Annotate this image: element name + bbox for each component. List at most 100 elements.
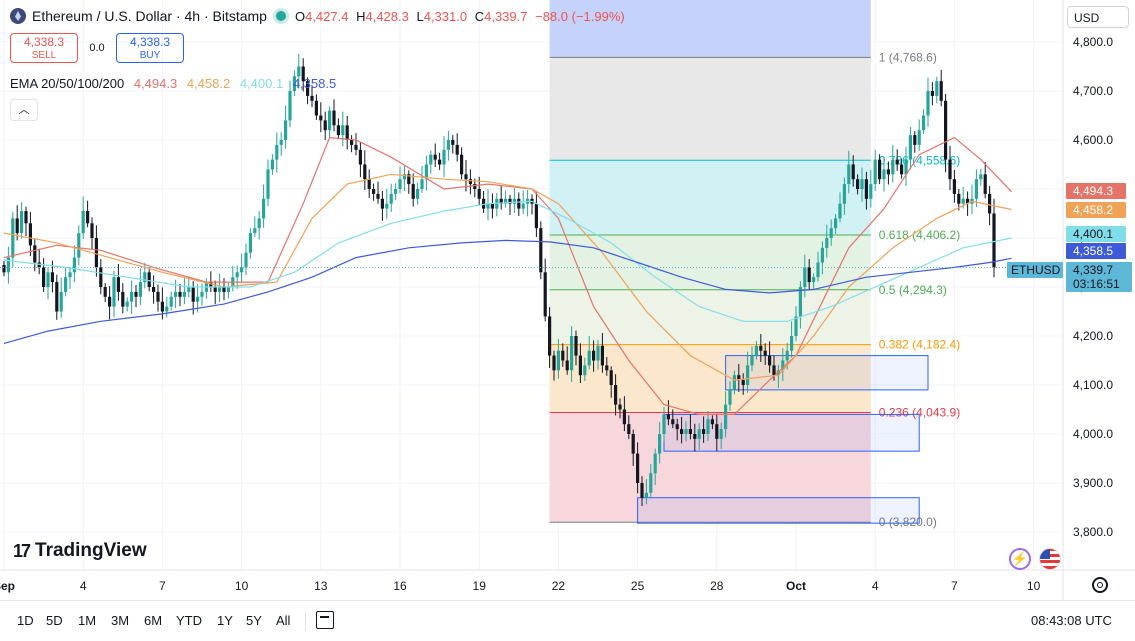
candle-body — [37, 262, 41, 268]
candle-body — [20, 211, 24, 234]
candle-body — [856, 179, 860, 189]
candle-body — [944, 100, 948, 160]
fib-zone — [549, 289, 871, 345]
candle-body — [640, 483, 644, 498]
time-tick-label: 28 — [710, 579, 724, 593]
time-tick-label: 10 — [1027, 579, 1041, 593]
candle-body — [385, 203, 389, 209]
ethereum-logo-icon — [10, 8, 26, 24]
fib-level-label: 0.5 (4,294.3) — [879, 283, 947, 297]
range-button-1m[interactable]: 1M — [78, 613, 97, 628]
price-change: −88.0 (−1.99%) — [535, 8, 625, 24]
range-button-5y[interactable]: 5Y — [246, 613, 262, 628]
trade-panel: 4,338.3 SELL 0.0 4,338.3 BUY — [10, 33, 184, 63]
ema-legend[interactable]: EMA 20/50/100/200 4,494.3 4,458.2 4,400.… — [10, 76, 342, 91]
settings-gear-icon[interactable] — [1092, 577, 1108, 593]
candle-body — [759, 345, 763, 351]
candle-body — [482, 198, 486, 209]
range-button-3m[interactable]: 3M — [111, 613, 130, 628]
candle-body — [174, 291, 178, 297]
candle-body — [512, 198, 516, 204]
us-flag-icon[interactable] — [1039, 548, 1061, 570]
candle-body — [715, 424, 719, 439]
candle-body — [816, 262, 820, 278]
range-button-5d[interactable]: 5D — [46, 613, 63, 628]
range-button-6m[interactable]: 6M — [144, 613, 163, 628]
candle-body — [55, 282, 59, 312]
candle-body — [785, 350, 789, 361]
candle-body — [411, 184, 415, 199]
buy-button[interactable]: 4,338.3 BUY — [116, 33, 184, 63]
candle-body — [341, 125, 345, 136]
candle-body — [46, 272, 50, 287]
candle-body — [473, 184, 477, 189]
ema200-value: 4,358.5 — [292, 76, 337, 91]
candle-body — [77, 233, 81, 258]
time-tick-label: 10 — [235, 579, 249, 593]
candle-body — [394, 189, 398, 194]
candle-body — [904, 159, 908, 175]
candle-body — [310, 95, 314, 101]
candle-body — [719, 429, 723, 439]
collapse-legend-button[interactable]: ︿ — [10, 99, 38, 121]
candle-body — [358, 149, 362, 165]
candle-body — [556, 350, 560, 371]
price-tick-label: 4,600.0 — [1073, 133, 1113, 147]
candle-body — [103, 287, 107, 297]
range-button-ytd[interactable]: YTD — [176, 613, 202, 628]
fib-level-label: 0.236 (4,043.9) — [879, 405, 960, 419]
ema-line — [3, 200, 1012, 322]
price-tick-label: 4,200.0 — [1073, 329, 1113, 343]
price-tick-label: 4,700.0 — [1073, 84, 1113, 98]
candle-body — [754, 345, 758, 356]
range-button-1d[interactable]: 1D — [17, 613, 34, 628]
symbol-title[interactable]: Ethereum / U.S. Dollar · 4h · Bitstamp — [32, 8, 267, 24]
sell-button[interactable]: 4,338.3 SELL — [10, 33, 78, 63]
price-tick-label: 3,800.0 — [1073, 525, 1113, 539]
candle-body — [42, 267, 46, 287]
candle-body — [306, 81, 310, 96]
candle-body — [477, 189, 481, 199]
candle-body — [244, 252, 248, 268]
candle-body — [235, 272, 239, 278]
candle-body — [983, 174, 987, 194]
candle-body — [284, 120, 288, 140]
time-tick-label: 16 — [393, 579, 407, 593]
candle-body — [680, 429, 684, 434]
candle-body — [464, 174, 468, 180]
candle-body — [922, 115, 926, 131]
candle-body — [935, 81, 939, 96]
calendar-icon[interactable] — [316, 611, 334, 629]
utc-clock[interactable]: 08:43:08 UTC — [1031, 613, 1112, 628]
ema20-value: 4,494.3 — [133, 76, 178, 91]
candle-body — [763, 350, 767, 356]
candle-body — [433, 154, 437, 160]
candle-body — [389, 193, 393, 204]
lightning-icon[interactable]: ⚡ — [1009, 548, 1031, 570]
candle-body — [350, 140, 354, 145]
candle-body — [499, 198, 503, 204]
price-tick-label: 4,800.0 — [1073, 35, 1113, 49]
candle-body — [86, 211, 90, 224]
fib-zone — [549, 57, 871, 161]
candle-body — [165, 306, 169, 312]
candle-body — [130, 291, 134, 302]
candle-body — [737, 375, 741, 381]
range-button-all[interactable]: All — [276, 613, 291, 628]
currency-select[interactable]: USD — [1067, 6, 1129, 28]
candle-body — [543, 272, 547, 317]
demand-zone-box — [637, 497, 920, 524]
candle-body — [72, 257, 76, 273]
candle-body — [134, 291, 138, 297]
candle-body — [812, 277, 816, 283]
candle-body — [631, 434, 635, 454]
ema-price-tag-label: 4,458.2 — [1073, 203, 1113, 217]
ema-label: EMA 20/50/100/200 — [10, 76, 125, 91]
candle-body — [323, 120, 327, 131]
candle-body — [697, 429, 701, 439]
candle-body — [182, 291, 186, 297]
range-button-1y[interactable]: 1Y — [217, 613, 233, 628]
candle-body — [451, 140, 455, 145]
candle-body — [917, 130, 921, 145]
